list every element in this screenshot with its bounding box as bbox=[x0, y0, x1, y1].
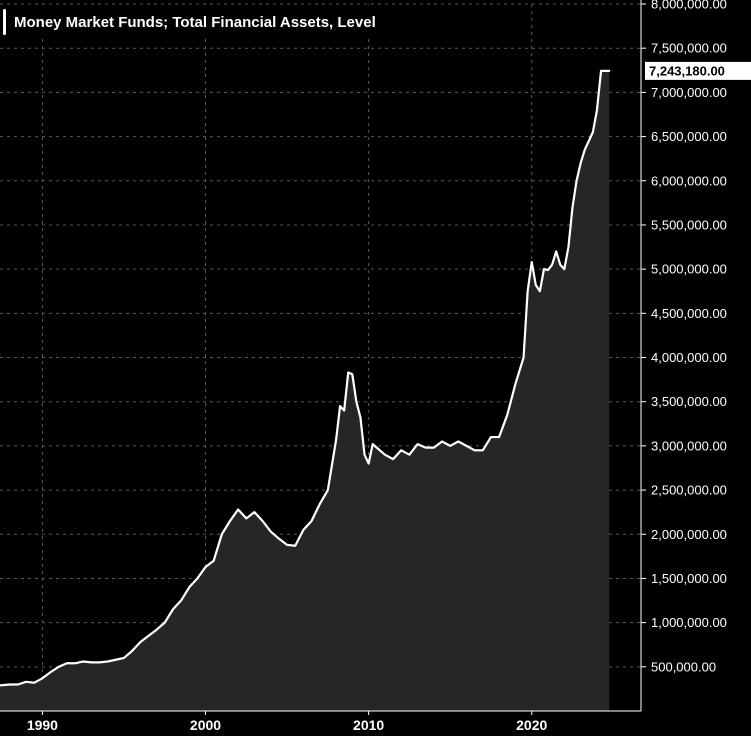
last-value-box bbox=[645, 61, 751, 80]
y-tick-label: 500,000.00 bbox=[651, 659, 716, 674]
y-tick-label: 4,000,000.00 bbox=[651, 350, 727, 365]
y-axis: 500,000.00 1,000,000.00 1,500,000.00 2,000,… bbox=[640, 0, 727, 711]
y-tick-label: 8,000,000.00 bbox=[651, 0, 727, 12]
series-line bbox=[0, 69, 611, 687]
y-tick-label: 7,000,000.00 bbox=[651, 85, 727, 100]
x-tick-label: 2010 bbox=[353, 717, 384, 733]
x-tick-label: 1990 bbox=[27, 717, 58, 733]
last-value-label: 7,243,180.00 bbox=[649, 63, 725, 78]
x-axis: 1990 2000 2010 2020 bbox=[0, 710, 641, 733]
y-tick-label: 6,500,000.00 bbox=[651, 129, 727, 144]
y-tick-label: 1,500,000.00 bbox=[651, 571, 727, 586]
legend-series-name: Money Market Funds; Total Financial Asse… bbox=[14, 13, 376, 31]
y-tick-label: 5,500,000.00 bbox=[651, 217, 727, 232]
last-value-label-group: 7,243,180.00 bbox=[645, 61, 751, 80]
series-area bbox=[0, 70, 610, 711]
y-tick-label: 1,000,000.00 bbox=[651, 615, 727, 630]
y-tick-label: 7,500,000.00 bbox=[651, 41, 727, 56]
line-layer bbox=[0, 69, 611, 687]
legend: Money Market Funds; Total Financial Asse… bbox=[0, 5, 376, 39]
x-tick-label: 2020 bbox=[516, 717, 547, 733]
y-tick-label: 4,500,000.00 bbox=[651, 306, 727, 321]
x-tick-label: 2000 bbox=[190, 717, 221, 733]
legend-swatch bbox=[3, 9, 6, 35]
y-tick-label: 5,000,000.00 bbox=[651, 262, 727, 277]
y-tick-label: 3,000,000.00 bbox=[651, 438, 727, 453]
y-tick-label: 2,500,000.00 bbox=[651, 483, 727, 498]
area-layer bbox=[0, 70, 610, 711]
y-tick-label: 2,000,000.00 bbox=[651, 527, 727, 542]
y-tick-label: 6,000,000.00 bbox=[651, 173, 727, 188]
y-tick-label: 3,500,000.00 bbox=[651, 394, 727, 409]
